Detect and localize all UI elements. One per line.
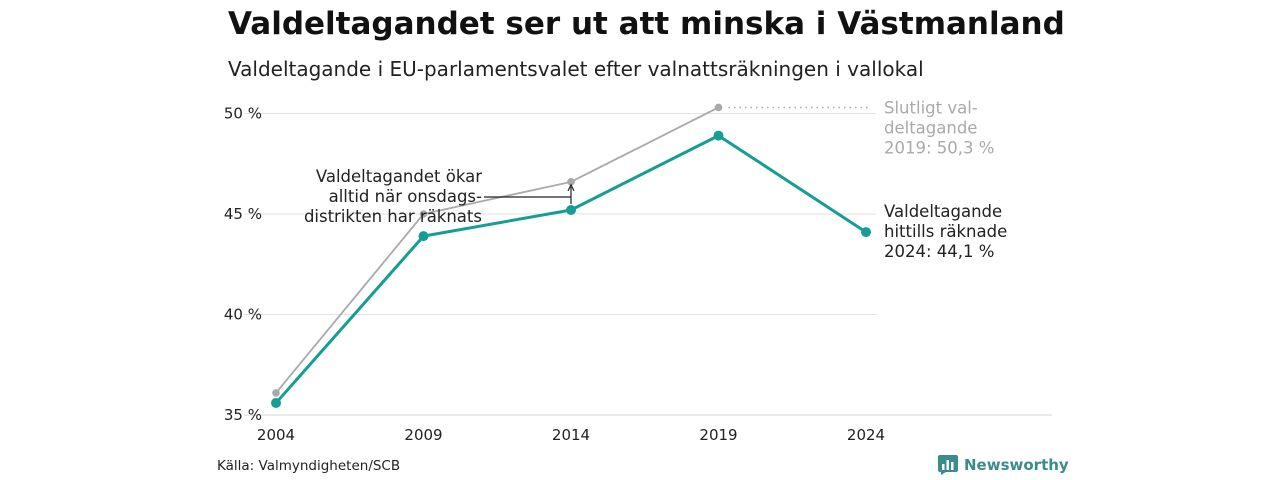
source-note: Källa: Valmyndigheten/SCB bbox=[217, 458, 401, 474]
grid-lines bbox=[244, 113, 1052, 416]
current-turnout-annotation: 2024: 44,1 % bbox=[884, 242, 994, 261]
x-tick-label: 2014 bbox=[552, 426, 590, 444]
current-turnout-annotation: Valdeltagande bbox=[884, 202, 1002, 221]
data-point-election-night bbox=[566, 204, 576, 215]
data-point-election-night bbox=[271, 397, 281, 408]
line-chart: 35 % 40 % 45 % 50 % 2004 2009 2014 2019 2024 Sl… bbox=[224, 98, 1052, 444]
final-turnout-annotation: deltagande bbox=[884, 118, 977, 137]
series-line-final bbox=[275, 106, 719, 394]
data-point-final bbox=[567, 178, 575, 186]
y-tick-label: 35 % bbox=[224, 406, 262, 424]
x-tick-label: 2019 bbox=[699, 426, 737, 444]
chart-title: Valdeltagandet ser ut att minska i Västm… bbox=[228, 6, 1065, 42]
x-axis-ticks: 2004 2009 2014 2019 2024 bbox=[257, 426, 885, 444]
y-tick-label: 50 % bbox=[224, 105, 262, 123]
brand-logo: Newsworthy bbox=[938, 455, 1069, 475]
data-point-final bbox=[714, 103, 723, 112]
arrow-head bbox=[567, 183, 575, 192]
data-point-election-night bbox=[861, 227, 871, 238]
wednesday-districts-annotation: Valdeltagandet ökar bbox=[316, 167, 482, 186]
wednesday-districts-annotation: alltid när onsdags- bbox=[329, 187, 482, 206]
x-tick-label: 2004 bbox=[257, 426, 295, 444]
data-point-final bbox=[419, 210, 428, 218]
series bbox=[271, 103, 871, 408]
data-point-election-night bbox=[713, 130, 724, 141]
data-point-election-night bbox=[418, 231, 429, 242]
y-axis-ticks: 35 % 40 % 45 % 50 % bbox=[224, 105, 262, 425]
y-tick-label: 45 % bbox=[224, 205, 262, 223]
bar-chart-logo-icon bbox=[938, 455, 958, 475]
final-turnout-annotation: 2019: 50,3 % bbox=[884, 138, 994, 157]
data-point-final bbox=[272, 389, 280, 397]
chart-subtitle: Valdeltagande i EU-parlamentsvalet efter… bbox=[228, 57, 924, 81]
wednesday-districts-annotation: distrikten har räknats bbox=[304, 207, 482, 226]
final-turnout-annotation: Slutligt val- bbox=[884, 98, 978, 117]
brand-name: Newsworthy bbox=[964, 456, 1069, 474]
x-tick-label: 2009 bbox=[404, 426, 442, 444]
y-tick-label: 40 % bbox=[224, 306, 262, 324]
x-tick-label: 2024 bbox=[847, 426, 885, 444]
current-turnout-annotation: hittills räknade bbox=[884, 222, 1007, 241]
